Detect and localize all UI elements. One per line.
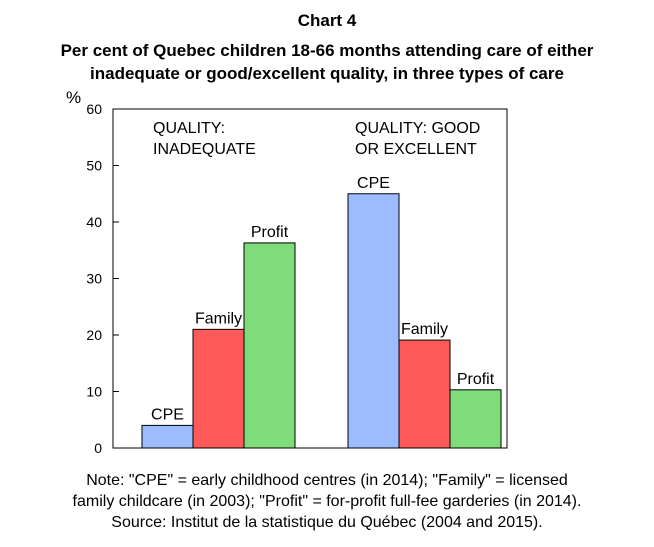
y-axis-label: % [66, 88, 81, 107]
bar-label: CPE [151, 406, 184, 423]
bar-label: CPE [357, 175, 390, 192]
bar-family-group-1 [192, 328, 245, 449]
y-tick-label: 20 [86, 327, 102, 343]
y-axis: 0 10 20 30 40 50 60 [86, 101, 119, 456]
bar-profit-group-2 [449, 389, 502, 449]
y-tick-label: 30 [86, 271, 102, 287]
note-line-1: Note: "CPE" = early childhood centres (i… [86, 472, 568, 489]
chart-subtitle-line-1: Per cent of Quebec children 18-66 months… [60, 41, 594, 60]
bar-label: Profit [457, 371, 495, 388]
y-tick-label: 40 [86, 214, 102, 230]
bar-chart: % 0 10 20 30 40 50 60 CPE Family Profit CPE Family… [66, 88, 508, 456]
bar-label: Family [195, 310, 242, 327]
y-tick-label: 10 [86, 384, 102, 400]
y-tick-label: 50 [86, 158, 102, 174]
chart-title: Chart 4 [297, 11, 357, 30]
y-tick-label: 60 [86, 101, 102, 117]
bar-profit-group-1 [243, 242, 296, 449]
group-label: QUALITY: [153, 120, 225, 137]
bars: CPE Family Profit CPE Family Profit [141, 175, 502, 449]
plot-frame [112, 108, 508, 449]
bar-label: Profit [251, 224, 289, 241]
group-labels: QUALITY: INADEQUATE QUALITY: GOOD OR EXCELL… [153, 120, 480, 158]
note-line-2: family childcare (in 2003); "Profit" = f… [72, 493, 582, 510]
bar-family-group-2 [398, 339, 451, 449]
group-label: OR EXCELLENT [355, 141, 477, 158]
group-label: QUALITY: GOOD [355, 120, 480, 137]
source-line: Source: Institut de la statistique du Qu… [111, 514, 543, 531]
group-label: INADEQUATE [153, 141, 256, 158]
y-tick-label: 0 [94, 440, 102, 456]
bar-label: Family [401, 321, 448, 338]
bar-cpe-group-1 [141, 424, 194, 449]
bar-cpe-group-2 [347, 193, 400, 449]
chart-subtitle-line-2: inadequate or good/excellent quality, in… [90, 64, 564, 83]
